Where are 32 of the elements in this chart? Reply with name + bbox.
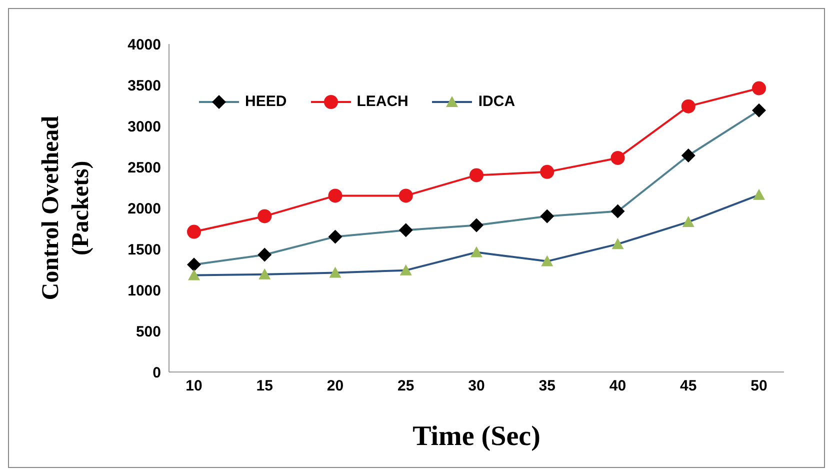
y-axis-title: Control Ovethead (Packets) [38, 115, 94, 300]
point [540, 164, 554, 179]
x-tick-label: 45 [680, 378, 697, 395]
x-tick-label: 25 [398, 378, 414, 395]
legend-label: IDCA [478, 93, 516, 110]
point [328, 188, 342, 203]
point [610, 150, 625, 165]
point [187, 224, 201, 239]
point [470, 168, 484, 182]
x-tick-label: 15 [256, 378, 273, 395]
y-tick-label: 1500 [128, 241, 161, 258]
x-tick-label: 40 [609, 378, 626, 395]
y-tick-label: 2500 [128, 159, 161, 176]
point [681, 99, 696, 114]
y-tick-label: 0 [152, 364, 161, 382]
y-tick-label: 3500 [128, 77, 161, 94]
y-tick-label: 1000 [128, 282, 161, 300]
point [752, 81, 766, 96]
y-tick-label: 500 [136, 323, 161, 340]
x-tick-label: 50 [750, 378, 768, 395]
y-tick-label: 4000 [128, 36, 161, 54]
legend-label: LEACH [356, 93, 408, 110]
x-tick-label: 35 [538, 378, 556, 395]
x-axis-title: Time (Sec) [412, 421, 540, 452]
y-tick-label: 2000 [128, 200, 161, 218]
point [258, 209, 272, 224]
x-tick-label: 30 [468, 378, 485, 395]
x-tick-label: 10 [186, 378, 202, 395]
point [398, 188, 413, 203]
legend-label: HEED [245, 93, 287, 110]
y-tick-label: 3000 [128, 118, 161, 136]
x-tick-label: 20 [326, 378, 344, 395]
